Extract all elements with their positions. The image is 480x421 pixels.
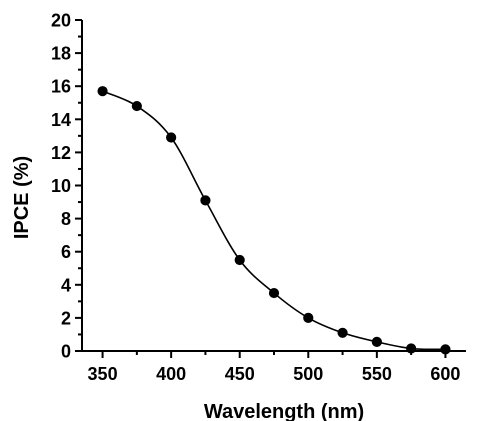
y-tick-label: 20 — [51, 11, 71, 31]
data-point — [131, 100, 142, 112]
data-point — [337, 327, 348, 338]
series-group — [97, 86, 451, 355]
data-point — [97, 86, 108, 97]
y-tick-label: 4 — [61, 275, 71, 295]
x-tick-label: 600 — [430, 364, 460, 384]
x-tick-label: 550 — [362, 364, 392, 384]
data-point — [166, 132, 177, 143]
y-axis-title: IPCE (%) — [11, 156, 33, 239]
y-tick-label: 8 — [61, 209, 71, 229]
data-point — [268, 287, 280, 299]
series-line — [102, 90, 446, 351]
y-tick-label: 2 — [61, 308, 71, 328]
x-tick-label: 400 — [156, 364, 186, 384]
x-tick-label: 450 — [225, 364, 255, 384]
x-tick-label: 500 — [293, 364, 323, 384]
data-point — [303, 312, 314, 323]
y-tick-label: 14 — [51, 110, 71, 130]
x-tick-label: 350 — [88, 364, 118, 384]
y-tick-label: 18 — [51, 44, 71, 64]
data-point — [234, 254, 245, 266]
x-axis-title: Wavelength (nm) — [204, 401, 364, 421]
y-tick-label: 10 — [51, 176, 71, 196]
data-point — [440, 344, 451, 355]
y-tick-label: 16 — [51, 77, 71, 97]
axes: 0 2 4 6 8 10 12 14 16 18 20 350 400 450 500 550 600 — [51, 11, 466, 384]
data-point — [371, 336, 382, 347]
y-tick-label: 0 — [61, 342, 71, 362]
data-point — [406, 343, 417, 354]
data-point — [200, 195, 211, 206]
y-tick-label: 12 — [51, 143, 71, 163]
y-tick-label: 6 — [61, 242, 71, 262]
